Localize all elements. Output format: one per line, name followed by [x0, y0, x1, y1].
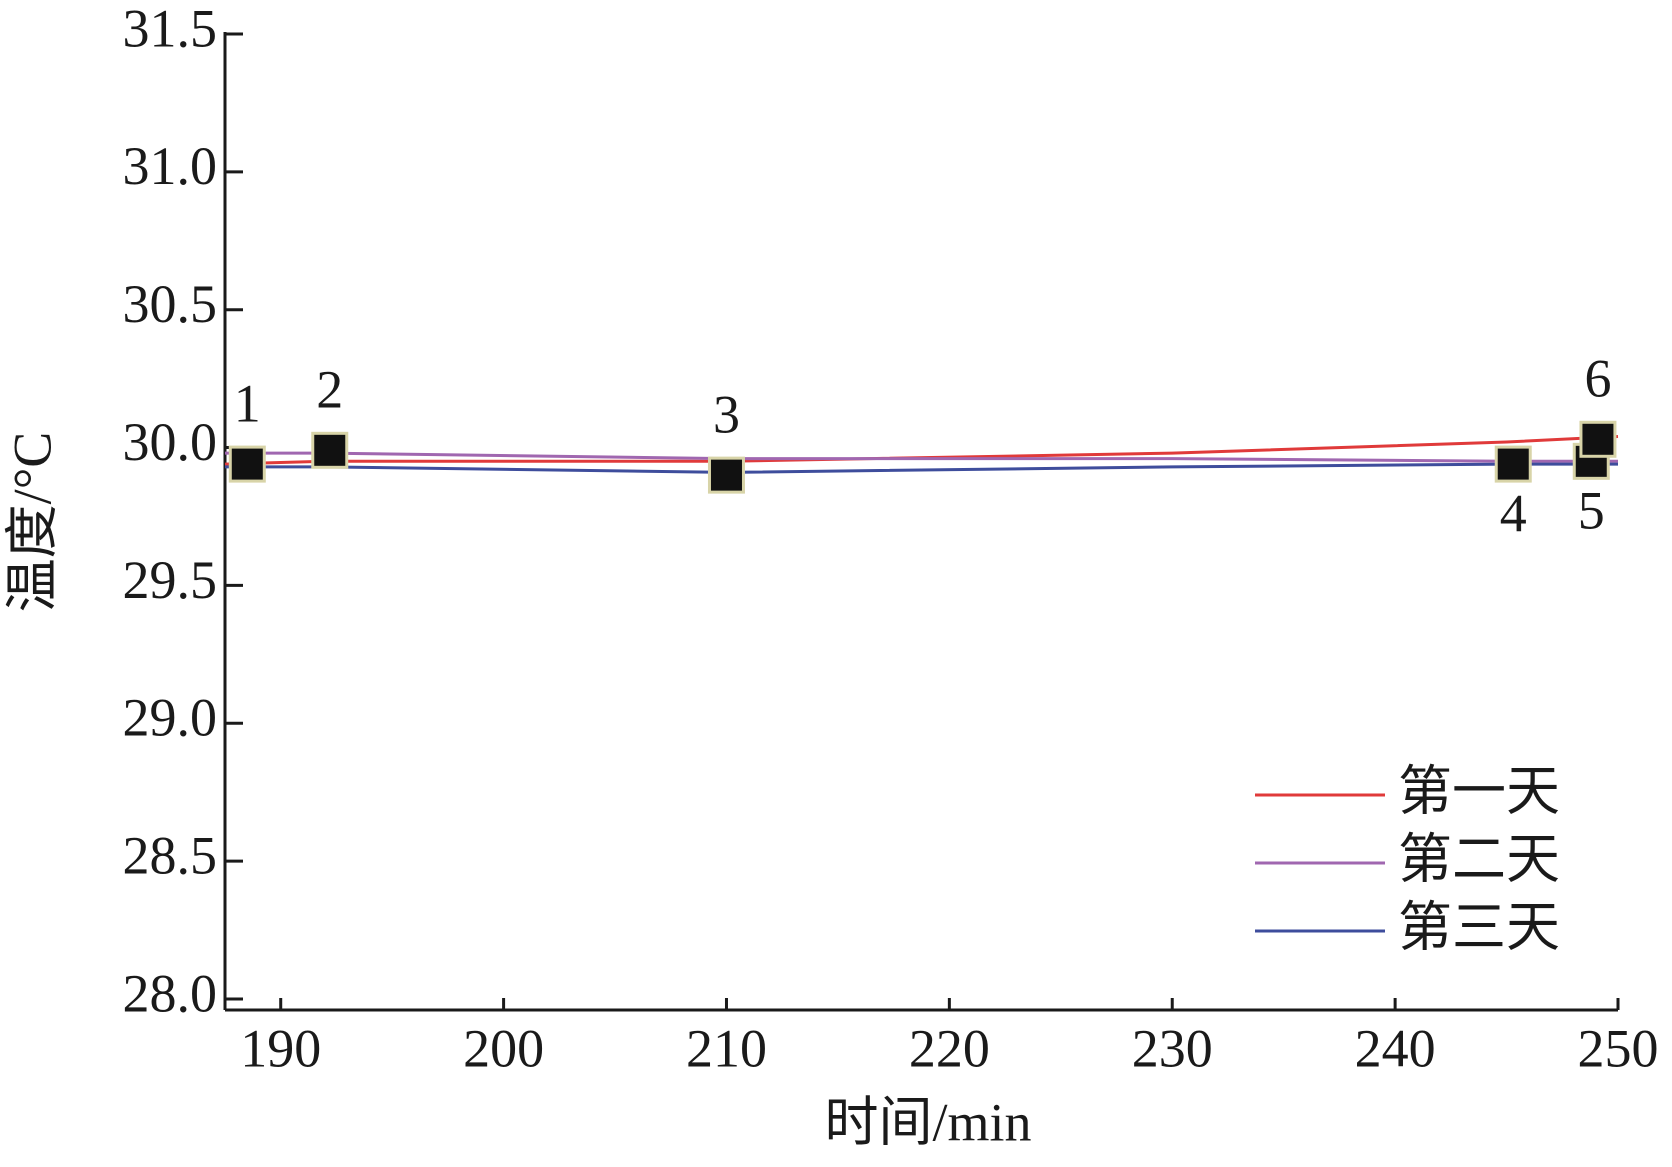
y-tick-label: 30.0: [123, 412, 218, 472]
series-line: [225, 462, 1618, 474]
y-tick-label: 30.5: [123, 274, 218, 334]
point-marker: [228, 445, 266, 483]
y-axis-label: 温度/°C: [2, 432, 62, 613]
x-tick-label: 200: [463, 1018, 544, 1078]
x-tick-label: 230: [1132, 1018, 1213, 1078]
x-tick-label: 190: [240, 1018, 321, 1078]
legend-label: 第二天: [1398, 829, 1560, 889]
point-label: 4: [1500, 483, 1527, 543]
x-tick-label: 210: [686, 1018, 767, 1078]
y-tick-label: 28.5: [123, 826, 218, 886]
point-marker: [311, 431, 349, 469]
y-tick-label: 29.5: [123, 550, 218, 610]
x-axis-label: 时间/min: [824, 1092, 1031, 1152]
legend-label: 第一天: [1398, 761, 1560, 821]
y-tick-label: 31.5: [123, 0, 218, 58]
legend-label: 第三天: [1398, 897, 1560, 957]
y-tick-label: 28.0: [123, 963, 218, 1023]
point-label: 3: [713, 385, 740, 445]
point-label: 1: [234, 373, 261, 433]
x-tick-label: 240: [1355, 1018, 1436, 1078]
point-label: 2: [316, 360, 343, 420]
point-marker: [1494, 445, 1532, 483]
y-tick-label: 31.0: [123, 136, 218, 196]
x-tick-label: 250: [1578, 1018, 1659, 1078]
y-tick-label: 29.0: [123, 688, 218, 748]
point-label: 6: [1584, 349, 1611, 409]
point-label: 5: [1578, 481, 1605, 541]
point-marker: [1579, 420, 1617, 458]
point-marker: [707, 456, 745, 494]
x-tick-label: 220: [909, 1018, 990, 1078]
